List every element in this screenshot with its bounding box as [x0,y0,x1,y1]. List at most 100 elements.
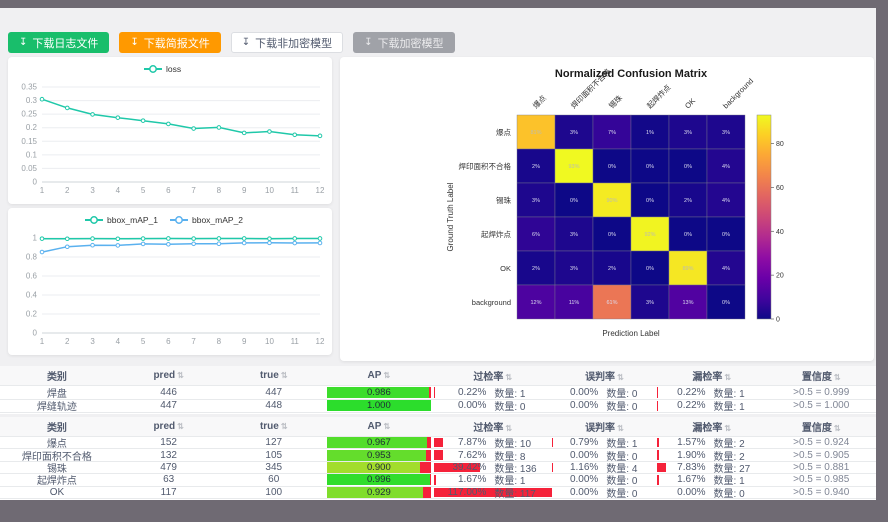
column-header[interactable]: pred ⇅ [114,421,224,432]
column-header[interactable]: 置信度 ⇅ [766,419,876,434]
sort-icon[interactable]: ⇅ [280,422,288,431]
sort-icon[interactable]: ⇅ [505,373,513,382]
svg-text:爆点: 爆点 [530,92,548,110]
ap-bar: 1.000 [327,400,431,412]
svg-text:3%: 3% [722,130,730,136]
sort-icon[interactable]: ⇅ [617,373,624,382]
svg-text:10: 10 [265,186,274,195]
column-header[interactable]: AP ⇅ [324,370,434,381]
svg-text:8: 8 [217,186,222,195]
svg-text:3: 3 [90,337,95,346]
miss-rate-cell: 1.57% 数量: 2 [656,437,767,448]
svg-text:1: 1 [33,234,38,243]
sort-icon[interactable]: ⇅ [833,373,841,382]
column-header-label: 置信度 [801,423,832,434]
loss-line-chart: 00.050.10.150.20.250.30.351 2 3 4 5 6 7 8 9 10 11 1… [21,64,325,195]
svg-text:0%: 0% [722,300,730,306]
table-row: 焊盘 446 447 0.986 0.22% 数量: 1 0.00% 数量: 0 0.22% 数量… [0,386,876,400]
column-header[interactable]: 置信度 ⇅ [766,368,876,383]
column-header[interactable]: 过检率 ⇅ [434,368,552,383]
sort-icon[interactable]: ⇅ [177,422,184,431]
rate-bar [433,438,443,448]
column-header[interactable]: true ⇅ [223,370,324,381]
svg-text:8: 8 [217,337,222,346]
sort-icon[interactable]: ⇅ [280,371,288,380]
svg-text:起焊炸点: 起焊炸点 [644,82,673,111]
true-cell: 447 [265,386,283,398]
rate-count: 数量: 1 [713,402,745,412]
sort-icon[interactable]: ⇅ [383,422,391,431]
svg-text:6: 6 [166,186,171,195]
rate-count: 数量: 27 [713,463,751,474]
ap-bar: 0.967 [327,437,431,449]
svg-text:0.25: 0.25 [21,110,37,119]
svg-text:4%: 4% [722,164,730,170]
rate-bar [433,450,443,460]
download-encrypted-model-button[interactable]: ↧ 下载加密模型 [353,32,455,53]
class-cell: 锡珠 [46,463,67,475]
sort-icon[interactable]: ⇅ [177,371,184,380]
sort-icon[interactable]: ⇅ [617,424,624,433]
over-rate-cell: 1.67% 数量: 1 [433,474,552,486]
rate-bar [433,475,436,485]
svg-text:0%: 0% [608,164,616,170]
rate-count: 数量: 0 [606,402,638,412]
svg-text:爆点: 爆点 [496,127,511,137]
sort-icon[interactable]: ⇅ [724,424,732,433]
true-cell: 100 [265,486,283,498]
sort-icon[interactable]: ⇅ [505,424,513,433]
download-log-button[interactable]: ↧ 下载日志文件 [8,32,110,53]
column-header[interactable]: 漏检率 ⇅ [657,419,767,434]
misjudge-rate-cell: 0.00% 数量: 0 [552,386,657,399]
column-header[interactable]: 误判率 ⇅ [552,368,657,383]
rate-percent: 0.00% [569,486,599,498]
svg-text:2: 2 [65,337,70,346]
content-area: ↧ 下载日志文件 ↧ 下载简报文件 ↧ 下载非加密模型 ↧ 下载加密模型 0 0.… [0,8,876,500]
confidence-cell: >0.5 = 0.999 [793,386,850,398]
download-plain-model-button[interactable]: ↧ 下载非加密模型 [230,32,344,53]
confusion-matrix-card: Normalized Confusion Matrix 81% 3% 7% 1% 3% 3%… [340,57,874,361]
pred-cell: 117 [160,486,177,498]
column-header[interactable]: pred ⇅ [114,370,224,381]
download-icon: ↧ [130,36,139,48]
map-chart-card: 0 0.2 0.4 0.6 0.8 1 1 2 3 4 5 6 7 8 9 10 11 12 bbox_mAP_1 b… [8,208,332,355]
column-header-label: 类别 [46,372,67,383]
true-cell: 60 [268,474,280,486]
sort-icon[interactable]: ⇅ [724,373,732,382]
svg-text:焊印面积不合格: 焊印面积不合格 [459,161,512,171]
rate-percent: 0.00% [569,400,599,412]
column-header[interactable]: 误判率 ⇅ [552,419,657,434]
sort-icon[interactable]: ⇅ [833,424,841,433]
svg-text:3%: 3% [684,130,692,136]
rate-count: 数量: 0 [606,488,638,498]
download-plain-model-label: 下载非加密模型 [255,37,333,50]
column-header[interactable]: AP ⇅ [324,421,434,432]
column-header[interactable]: 过检率 ⇅ [434,419,552,434]
sort-icon[interactable]: ⇅ [383,371,391,380]
ap-bar: 0.996 [327,474,431,486]
misjudge-rate-cell: 0.00% 数量: 0 [552,449,657,461]
miss-rate-cell: 0.22% 数量: 1 [656,400,767,412]
svg-text:1%: 1% [646,130,654,136]
svg-text:Prediction Label: Prediction Label [602,329,660,338]
column-header-label: AP [367,370,382,381]
over-rate-cell: 39.42% 数量: 136 [433,462,552,473]
download-icon: ↧ [364,36,373,48]
svg-text:60: 60 [776,185,784,192]
class-cell: 焊盘 [46,388,67,400]
rate-percent: 1.16% [569,461,599,473]
svg-text:2%: 2% [532,266,540,272]
svg-text:81%: 81% [530,130,541,136]
rate-count: 数量: 4 [606,463,638,474]
svg-text:0.15: 0.15 [21,137,37,146]
over-rate-cell: 0.00% 数量: 0 [434,400,552,412]
rate-bar [656,450,660,460]
table-header-row: 类别 pred ⇅ true ⇅ AP ⇅ 过检率 ⇅ 误判率 ⇅ 漏检率 ⇅ 置信度 ⇅ [0,417,876,437]
column-header[interactable]: true ⇅ [223,421,324,432]
column-header-label: pred [153,421,176,432]
over-rate-cell: 0.22% 数量: 1 [433,386,552,399]
column-header[interactable]: 漏检率 ⇅ [657,368,767,383]
download-report-button[interactable]: ↧ 下载简报文件 [119,32,221,53]
svg-text:0: 0 [776,317,780,324]
svg-text:0.35: 0.35 [21,83,37,92]
